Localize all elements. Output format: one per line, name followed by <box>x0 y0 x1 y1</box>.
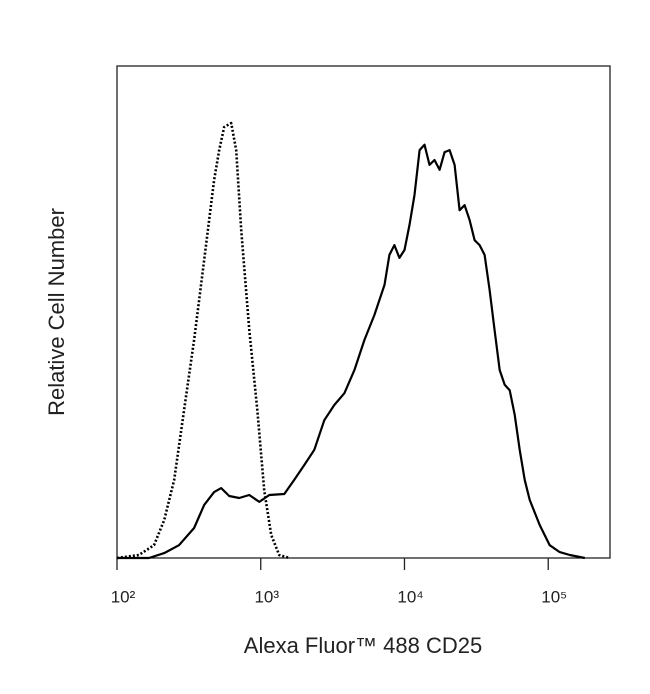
x-tick-label: 10³ <box>254 587 279 606</box>
histogram-line <box>116 121 290 560</box>
x-axis-title: Alexa Fluor™ 488 CD25 <box>244 633 482 658</box>
x-tick-label: 10⁴ <box>397 587 423 606</box>
x-tick-label: 10² <box>111 587 136 606</box>
y-axis-title: Relative Cell Number <box>44 208 69 416</box>
plot-frame <box>116 65 611 559</box>
x-tick-label: 10⁵ <box>541 587 567 606</box>
histogram-line <box>117 143 586 560</box>
